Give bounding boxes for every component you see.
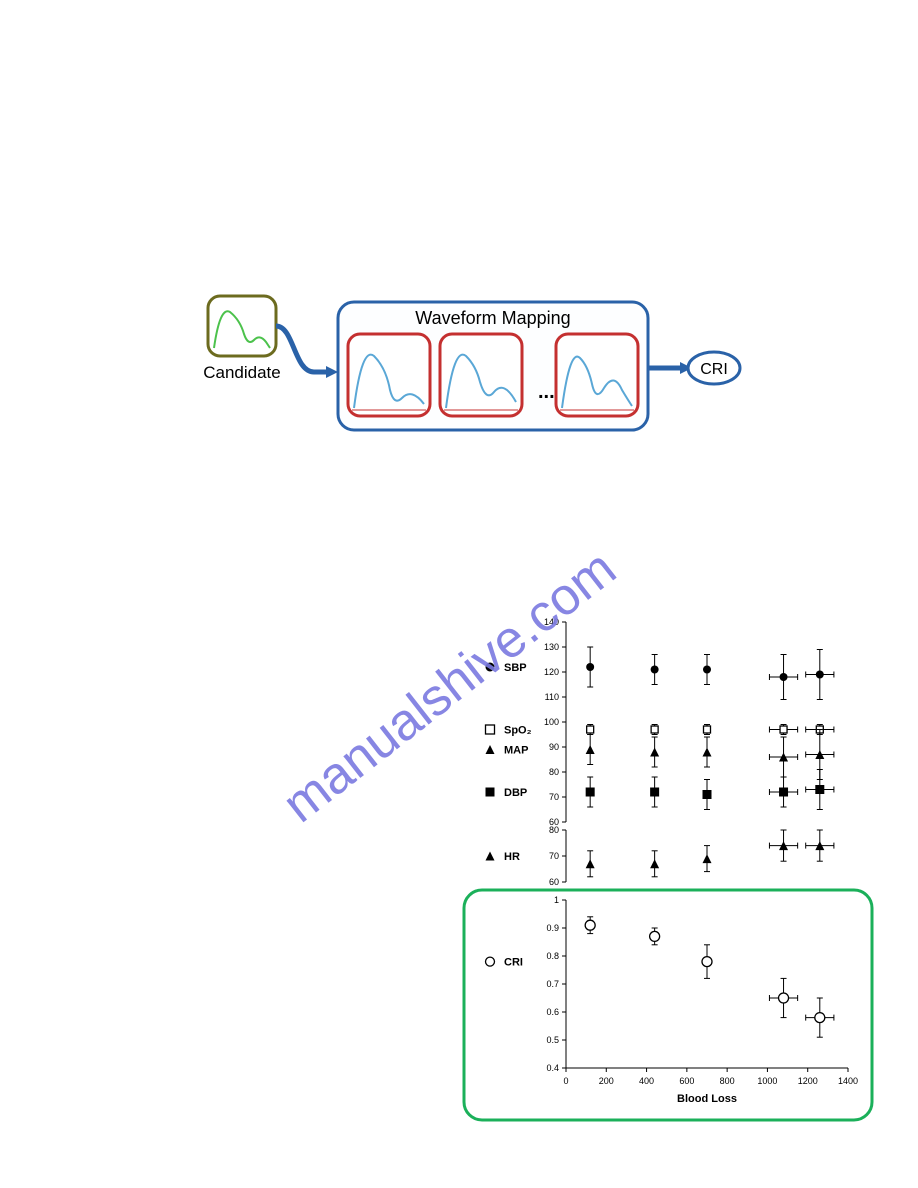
xtick-label: 0 — [563, 1076, 568, 1086]
waveform-mapping-diagram: Candidate Waveform Mapping ... CRI — [190, 290, 750, 460]
ytick-label: 0.9 — [546, 923, 559, 933]
ytick-label: 100 — [544, 717, 559, 727]
legend-map: MAP — [504, 745, 528, 757]
xtick-label: 400 — [639, 1076, 654, 1086]
legend-hr: HR — [504, 851, 520, 863]
ytick-label: 80 — [549, 767, 559, 777]
arrow-to-mapping — [276, 326, 326, 372]
ytick-label: 80 — [549, 825, 559, 835]
ytick-label: 140 — [544, 617, 559, 627]
mapping-ellipsis: ... — [538, 381, 555, 403]
arrow-to-mapping-head-icon — [326, 366, 338, 378]
waveform-mapping-label: Waveform Mapping — [415, 308, 570, 328]
ytick-label: 90 — [549, 742, 559, 752]
xtick-label: 800 — [720, 1076, 735, 1086]
ytick-label: 1 — [554, 895, 559, 905]
xtick-label: 1000 — [757, 1076, 777, 1086]
ytick-label: 110 — [545, 692, 559, 702]
ytick-label: 0.4 — [546, 1063, 559, 1073]
xtick-label: 600 — [679, 1076, 694, 1086]
ytick-label: 0.7 — [546, 979, 559, 989]
ytick-label: 70 — [549, 851, 559, 861]
output-label: CRI — [700, 361, 728, 378]
legend-spo2: SpO₂ — [504, 725, 532, 737]
legend-dbp: DBP — [504, 787, 527, 799]
blood-loss-chart: 607080901001101201301406070800.40.50.60.… — [458, 612, 878, 1130]
xtick-label: 1200 — [798, 1076, 818, 1086]
legend-sbp: SBP — [504, 662, 527, 674]
ytick-label: 60 — [549, 877, 559, 887]
xtick-label: 200 — [599, 1076, 614, 1086]
xlabel: Blood Loss — [677, 1093, 737, 1105]
xtick-label: 1400 — [838, 1076, 858, 1086]
ytick-label: 130 — [544, 642, 559, 652]
ytick-label: 0.8 — [546, 951, 559, 961]
ytick-label: 0.6 — [546, 1007, 559, 1017]
legend-cri: CRI — [504, 957, 523, 969]
ytick-label: 120 — [544, 667, 559, 677]
candidate-label: Candidate — [203, 363, 281, 382]
ytick-label: 70 — [549, 792, 559, 802]
ytick-label: 0.5 — [546, 1035, 559, 1045]
